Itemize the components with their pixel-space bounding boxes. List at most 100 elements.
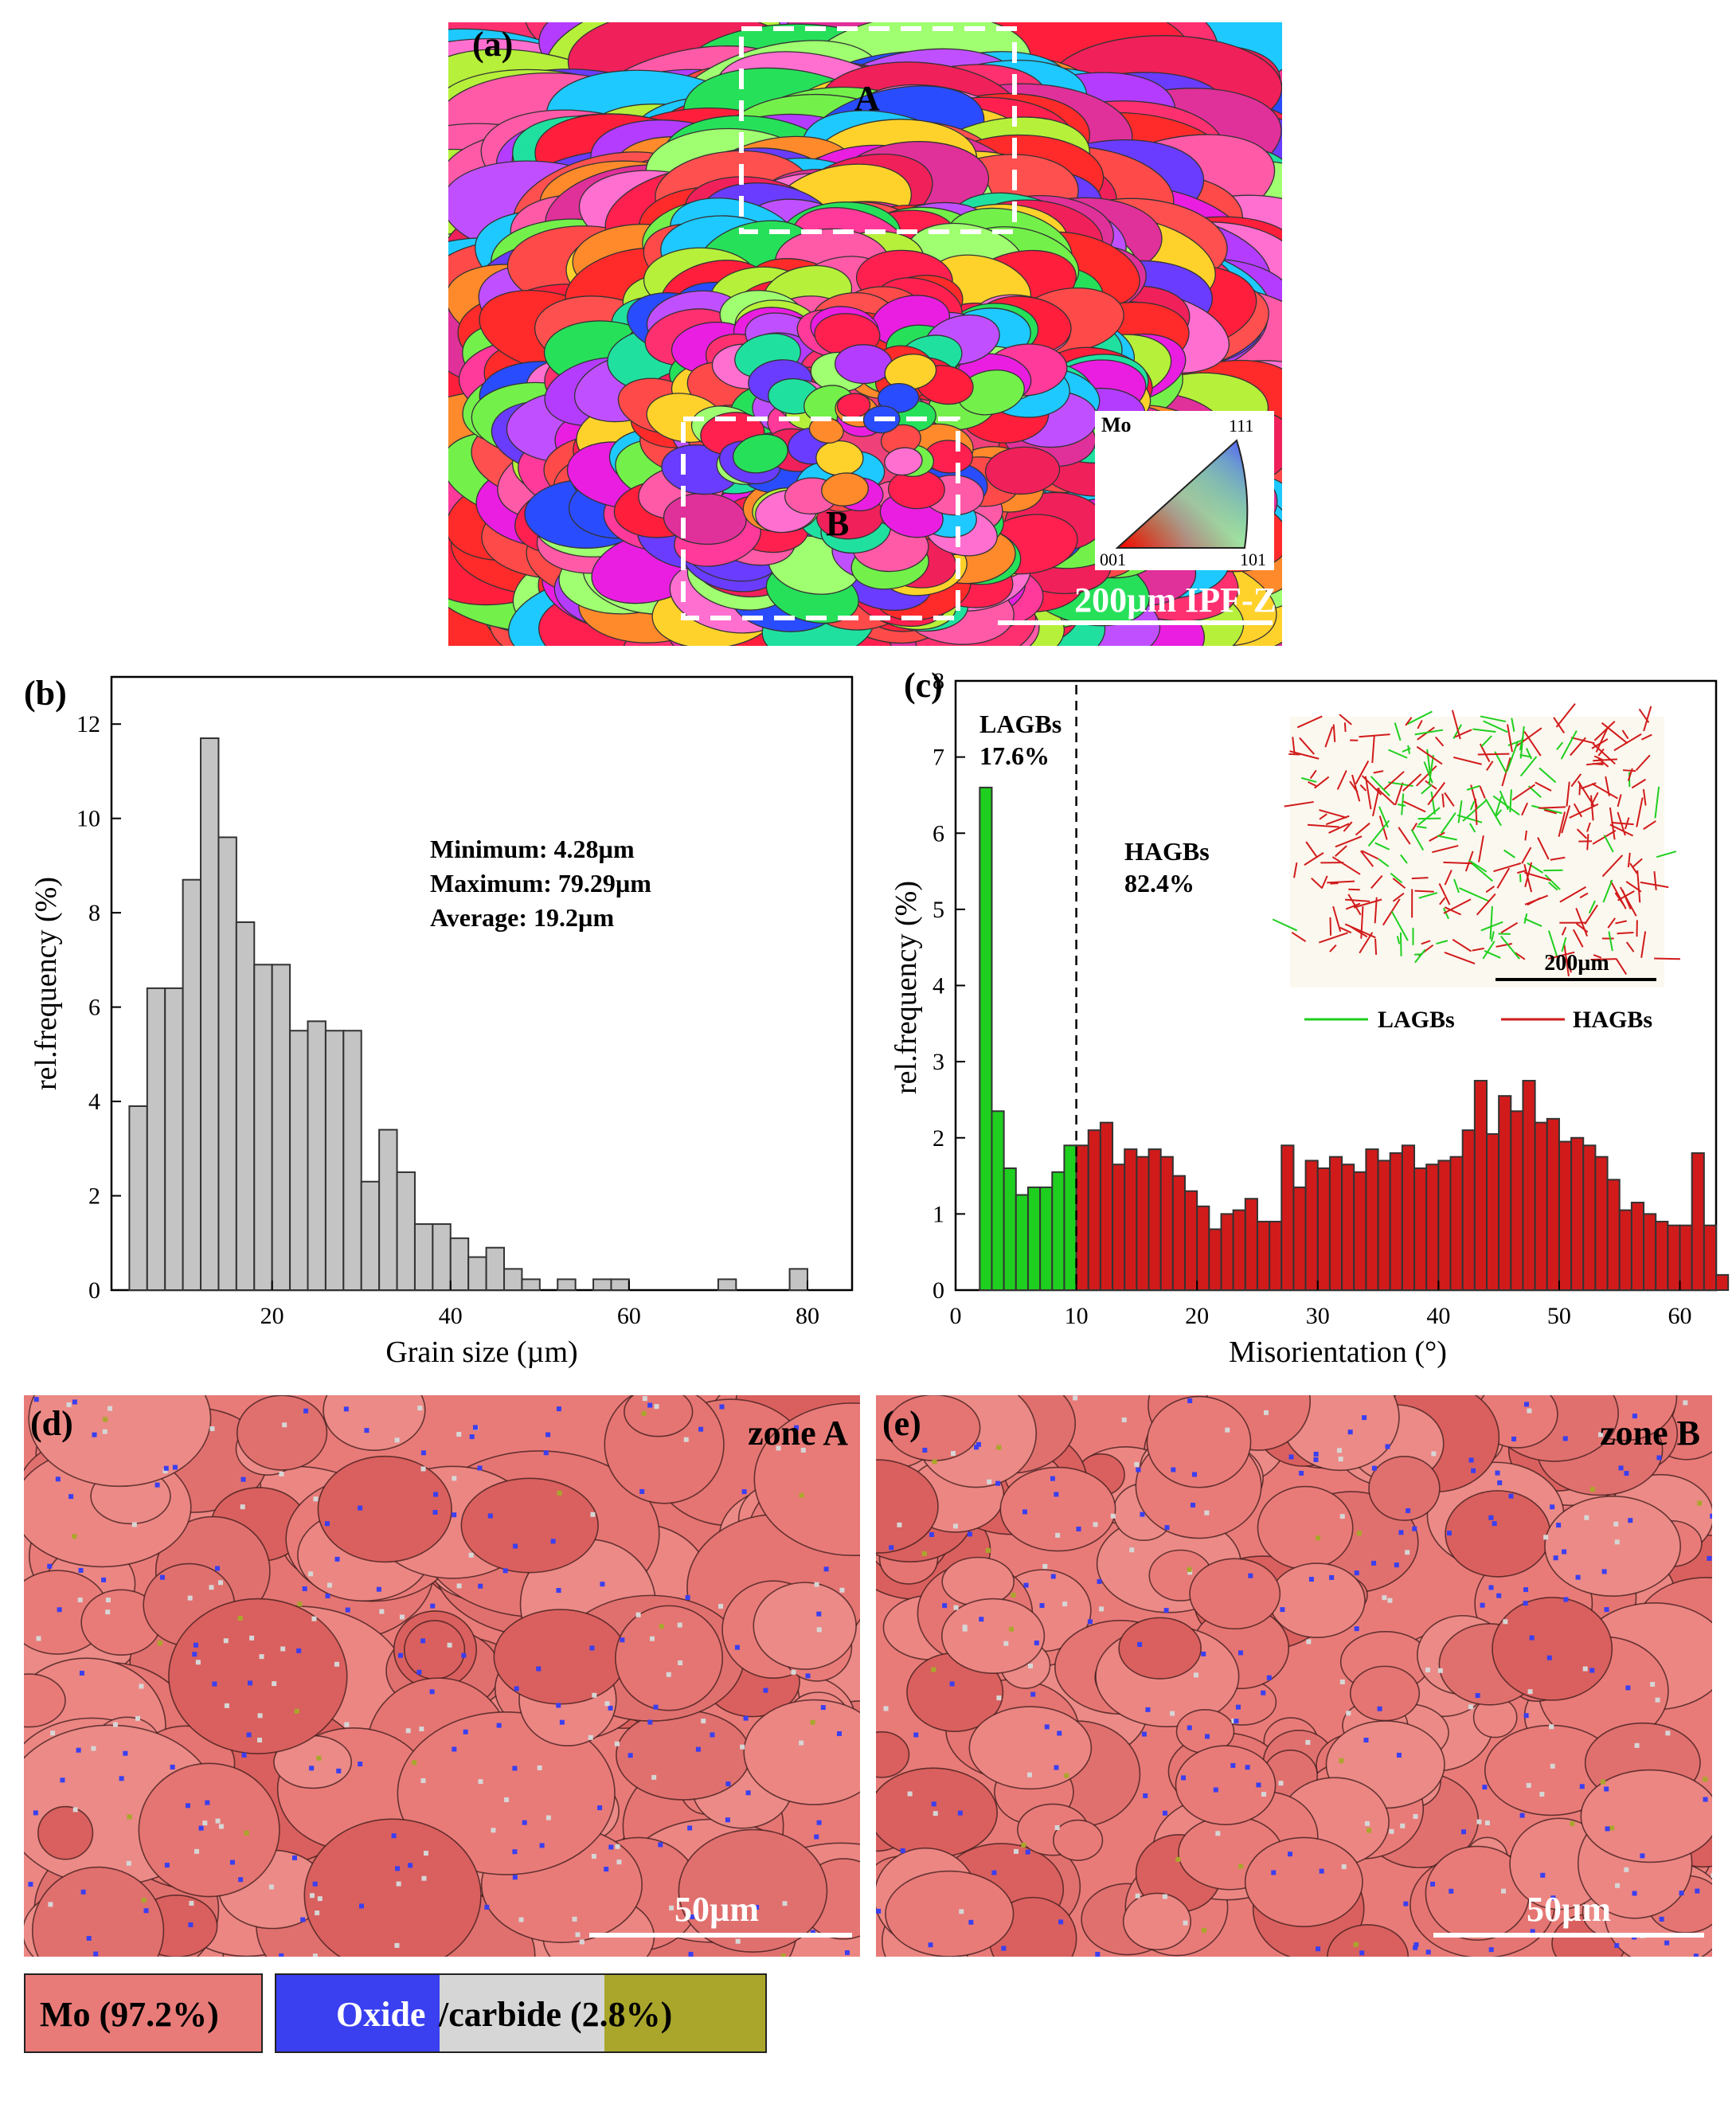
boundary-segment [1547,951,1575,960]
phase-pixel [192,1652,197,1657]
histogram-bar [1269,1220,1283,1291]
phase-pixel [876,1908,882,1914]
phase-pixel [72,1807,78,1813]
phase-pixel [1141,1731,1147,1737]
phase-pixel [157,1641,162,1646]
y-axis-label-b: rel.frequency (%) [29,877,63,1090]
histogram-bar [1425,1163,1440,1291]
boundary-segment [1519,737,1524,751]
phase-pixel [1145,1707,1151,1712]
phase-pixel [1129,1547,1135,1553]
phase-pixel [313,1496,319,1502]
phase-pixel [976,1441,981,1447]
phase-pixel [209,1426,215,1432]
phase-pixel [1363,1738,1369,1743]
phase-pixel [421,1875,427,1881]
boundary-segment [1484,798,1502,827]
phase-pixel [50,1731,56,1736]
y-tick-label: 7 [933,745,944,771]
phase-pixel [1162,1894,1167,1899]
boundary-segment [1441,793,1445,808]
boundary-segment [1426,749,1431,772]
histogram-bar [1643,1213,1657,1291]
boundary-segment [1629,862,1638,874]
phase-pixel [537,1765,542,1770]
phase-grain [940,1598,1046,1674]
phase-pixel [300,1917,306,1922]
grain [984,446,1061,495]
phase-pixel [249,1635,255,1641]
boundary-segment [1617,794,1622,808]
histogram-bar [1232,1209,1246,1291]
histogram-bar [1003,1167,1017,1291]
boundary-segment [1609,823,1634,837]
phase-pixel [1550,1504,1555,1510]
phase-pixel [669,1905,674,1910]
phase-pixel [72,1399,77,1405]
boundary-segment [1332,905,1342,933]
boundary-segment [1472,947,1484,952]
boundary-segment [1459,887,1489,902]
phase-pixel [639,1488,645,1494]
boundary-segment [1359,850,1374,867]
boundary-segment [1452,938,1472,952]
phase-grain [1368,1456,1441,1521]
phase-pixel [1336,1448,1342,1453]
boundary-segment [1535,781,1552,792]
phase-pixel [1013,1848,1019,1854]
phase-pixel [1650,1681,1656,1687]
histogram-bar [1401,1144,1416,1291]
phase-pixel [556,1588,561,1594]
phase-pixel [687,1825,693,1831]
histogram-bar [1377,1160,1391,1291]
phase-pixel [272,1681,277,1687]
boundary-segment [1339,714,1352,725]
histogram-bar [1655,1220,1669,1291]
phase-pixel [1135,1893,1140,1899]
phase-pixel [187,1595,193,1601]
boundary-segment [1378,858,1390,867]
phase-pixel [1191,1502,1196,1508]
boundary-segment [1603,835,1614,853]
boundary-segment [1390,872,1403,884]
phase-pixel [217,1580,223,1586]
phase-grain [1189,1558,1281,1630]
boundary-segment [1457,800,1463,823]
phase-pixel [202,1820,208,1826]
phase-pixel [1025,1849,1030,1855]
phase-pixel [193,1642,198,1648]
boundary-segment [1592,743,1616,765]
phase-grain [876,1731,910,1778]
boundary-segment [1329,917,1332,936]
boundary-segment [1376,788,1396,806]
phase-pixel [358,1505,363,1511]
boundary-segment [1654,957,1681,960]
phase-pixel [1261,1690,1266,1695]
boundary-segment [1515,952,1526,960]
phase-pixel [780,1953,786,1957]
boundary-segment [1400,854,1408,864]
boundary-segment [1423,761,1433,784]
boundary-segment [1330,882,1339,885]
phase-pixel [1050,1476,1055,1481]
boundary-segment [1343,821,1353,832]
boundary-segment [1355,761,1370,784]
phase-grain [303,1818,482,1957]
boundary-segment [1496,942,1512,948]
boundary-segment [1491,931,1495,942]
phase-pixel [1097,1578,1102,1584]
boundary-segment [1444,792,1455,807]
phase-pixel [47,1563,53,1569]
phase-pixel [1087,1619,1093,1625]
phase-pixel [1632,1891,1637,1896]
phase-pixel [1248,1573,1253,1578]
phase-pixel [1605,1826,1610,1832]
phase-pixel [1346,1711,1351,1716]
phase-pixel [1064,1773,1069,1778]
phase-pixel [800,1447,806,1453]
zone-b-box [681,416,960,620]
boundary-segment [1428,754,1434,785]
phase-pixel [1201,1651,1206,1656]
boundary-segment [1332,724,1336,742]
phase-pixel [396,1881,401,1887]
